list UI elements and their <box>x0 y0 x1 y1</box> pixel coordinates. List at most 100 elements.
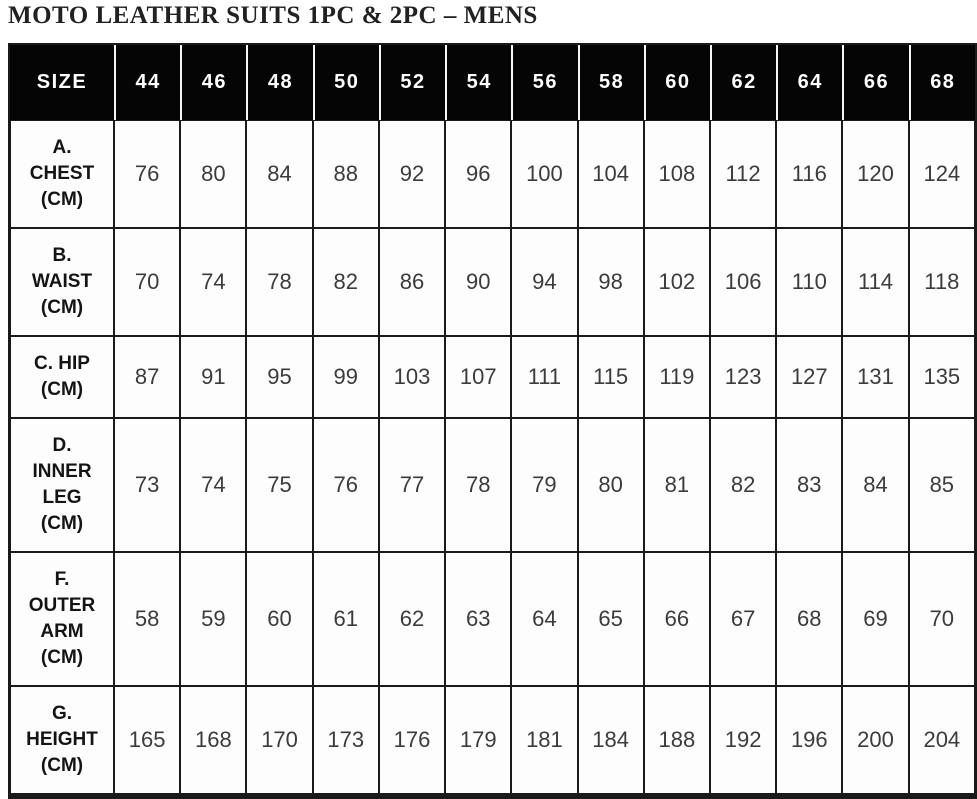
table-row: B. WAIST (CM) 70 74 78 82 86 90 94 98 102 106 110 11… <box>10 228 975 336</box>
row-label: F. OUTER ARM (CM) <box>10 552 114 686</box>
data-cell: 74 <box>180 418 247 552</box>
data-cell: 87 <box>114 336 181 418</box>
data-cell: 58 <box>114 552 181 686</box>
table-row: G. HEIGHT (CM) 165 168 170 173 176 179 181 184 18… <box>10 686 975 794</box>
data-cell: 111 <box>511 336 578 418</box>
data-cell: 81 <box>643 418 710 552</box>
data-cell: 200 <box>842 686 909 794</box>
header-row: SIZE 44 46 48 50 52 54 56 58 60 62 64 66 68 <box>10 45 975 120</box>
data-cell: 82 <box>709 418 777 552</box>
data-cell: 95 <box>246 336 313 418</box>
row-label: A. CHEST (CM) <box>10 120 114 228</box>
data-cell: 76 <box>312 418 379 552</box>
data-cell: 76 <box>114 120 181 228</box>
table-row: A. CHEST (CM) 76 80 84 88 92 96 100 104 108 112 116… <box>10 120 975 228</box>
row-label: C. HIP (CM) <box>10 336 114 418</box>
header-cell-size-50: 50 <box>312 45 379 120</box>
row-label: B. WAIST (CM) <box>10 228 114 336</box>
data-cell: 84 <box>842 418 909 552</box>
data-cell: 165 <box>114 686 181 794</box>
data-cell: 69 <box>842 552 909 686</box>
table-header: SIZE 44 46 48 50 52 54 56 58 60 62 64 66 68 <box>10 45 975 120</box>
data-cell: 116 <box>776 120 843 228</box>
data-cell: 92 <box>378 120 446 228</box>
data-cell: 70 <box>114 228 181 336</box>
data-cell: 70 <box>908 552 975 686</box>
data-cell: 66 <box>643 552 710 686</box>
header-cell-size-60: 60 <box>643 45 710 120</box>
data-cell: 118 <box>908 228 975 336</box>
data-cell: 184 <box>577 686 644 794</box>
data-cell: 110 <box>776 228 843 336</box>
data-cell: 84 <box>246 120 313 228</box>
data-cell: 176 <box>378 686 446 794</box>
data-cell: 61 <box>312 552 379 686</box>
data-cell: 78 <box>246 228 313 336</box>
header-cell-size-52: 52 <box>378 45 446 120</box>
data-cell: 94 <box>511 228 578 336</box>
data-cell: 88 <box>312 120 379 228</box>
data-cell: 192 <box>709 686 777 794</box>
data-cell: 112 <box>709 120 777 228</box>
data-cell: 104 <box>577 120 644 228</box>
data-cell: 79 <box>511 418 578 552</box>
data-cell: 119 <box>643 336 710 418</box>
data-cell: 115 <box>577 336 644 418</box>
header-cell-size-44: 44 <box>114 45 181 120</box>
data-cell: 127 <box>776 336 843 418</box>
table-row: C. HIP (CM) 87 91 95 99 103 107 111 115 119 123 127… <box>10 336 975 418</box>
header-cell-size-56: 56 <box>511 45 578 120</box>
header-cell-size-64: 64 <box>776 45 843 120</box>
data-cell: 75 <box>246 418 313 552</box>
data-cell: 91 <box>180 336 247 418</box>
table-row: D. INNER LEG (CM) 73 74 75 76 77 78 79 80 81 82 83 8… <box>10 418 975 552</box>
data-cell: 181 <box>511 686 578 794</box>
data-cell: 179 <box>445 686 512 794</box>
data-cell: 60 <box>246 552 313 686</box>
data-cell: 188 <box>643 686 710 794</box>
data-cell: 59 <box>180 552 247 686</box>
data-cell: 120 <box>842 120 909 228</box>
data-cell: 64 <box>511 552 578 686</box>
data-cell: 73 <box>114 418 181 552</box>
data-cell: 96 <box>445 120 512 228</box>
table-row: F. OUTER ARM (CM) 58 59 60 61 62 63 64 65 66 67 68 6… <box>10 552 975 686</box>
data-cell: 131 <box>842 336 909 418</box>
data-cell: 63 <box>445 552 512 686</box>
header-cell-size-48: 48 <box>246 45 313 120</box>
data-cell: 173 <box>312 686 379 794</box>
data-cell: 196 <box>776 686 843 794</box>
size-chart-table: SIZE 44 46 48 50 52 54 56 58 60 62 64 66 68 A. CHEST … <box>8 43 977 799</box>
data-cell: 80 <box>180 120 247 228</box>
row-label: D. INNER LEG (CM) <box>10 418 114 552</box>
header-cell-size: SIZE <box>10 45 114 120</box>
data-cell: 102 <box>643 228 710 336</box>
data-cell: 98 <box>577 228 644 336</box>
data-cell: 107 <box>445 336 512 418</box>
data-cell: 90 <box>445 228 512 336</box>
row-label: G. HEIGHT (CM) <box>10 686 114 794</box>
data-cell: 74 <box>180 228 247 336</box>
data-cell: 83 <box>776 418 843 552</box>
data-cell: 85 <box>908 418 975 552</box>
data-cell: 68 <box>776 552 843 686</box>
data-cell: 77 <box>378 418 446 552</box>
data-cell: 65 <box>577 552 644 686</box>
data-cell: 123 <box>709 336 777 418</box>
data-cell: 103 <box>378 336 446 418</box>
data-cell: 114 <box>842 228 909 336</box>
data-cell: 106 <box>709 228 777 336</box>
data-cell: 204 <box>908 686 975 794</box>
header-cell-size-58: 58 <box>577 45 644 120</box>
header-cell-size-46: 46 <box>180 45 247 120</box>
data-cell: 86 <box>378 228 446 336</box>
header-cell-size-66: 66 <box>842 45 909 120</box>
data-cell: 108 <box>643 120 710 228</box>
header-cell-size-54: 54 <box>445 45 512 120</box>
data-cell: 78 <box>445 418 512 552</box>
page-title: MOTO LEATHER SUITS 1PC & 2PC – MENS <box>8 2 538 29</box>
data-cell: 124 <box>908 120 975 228</box>
data-cell: 80 <box>577 418 644 552</box>
data-cell: 170 <box>246 686 313 794</box>
